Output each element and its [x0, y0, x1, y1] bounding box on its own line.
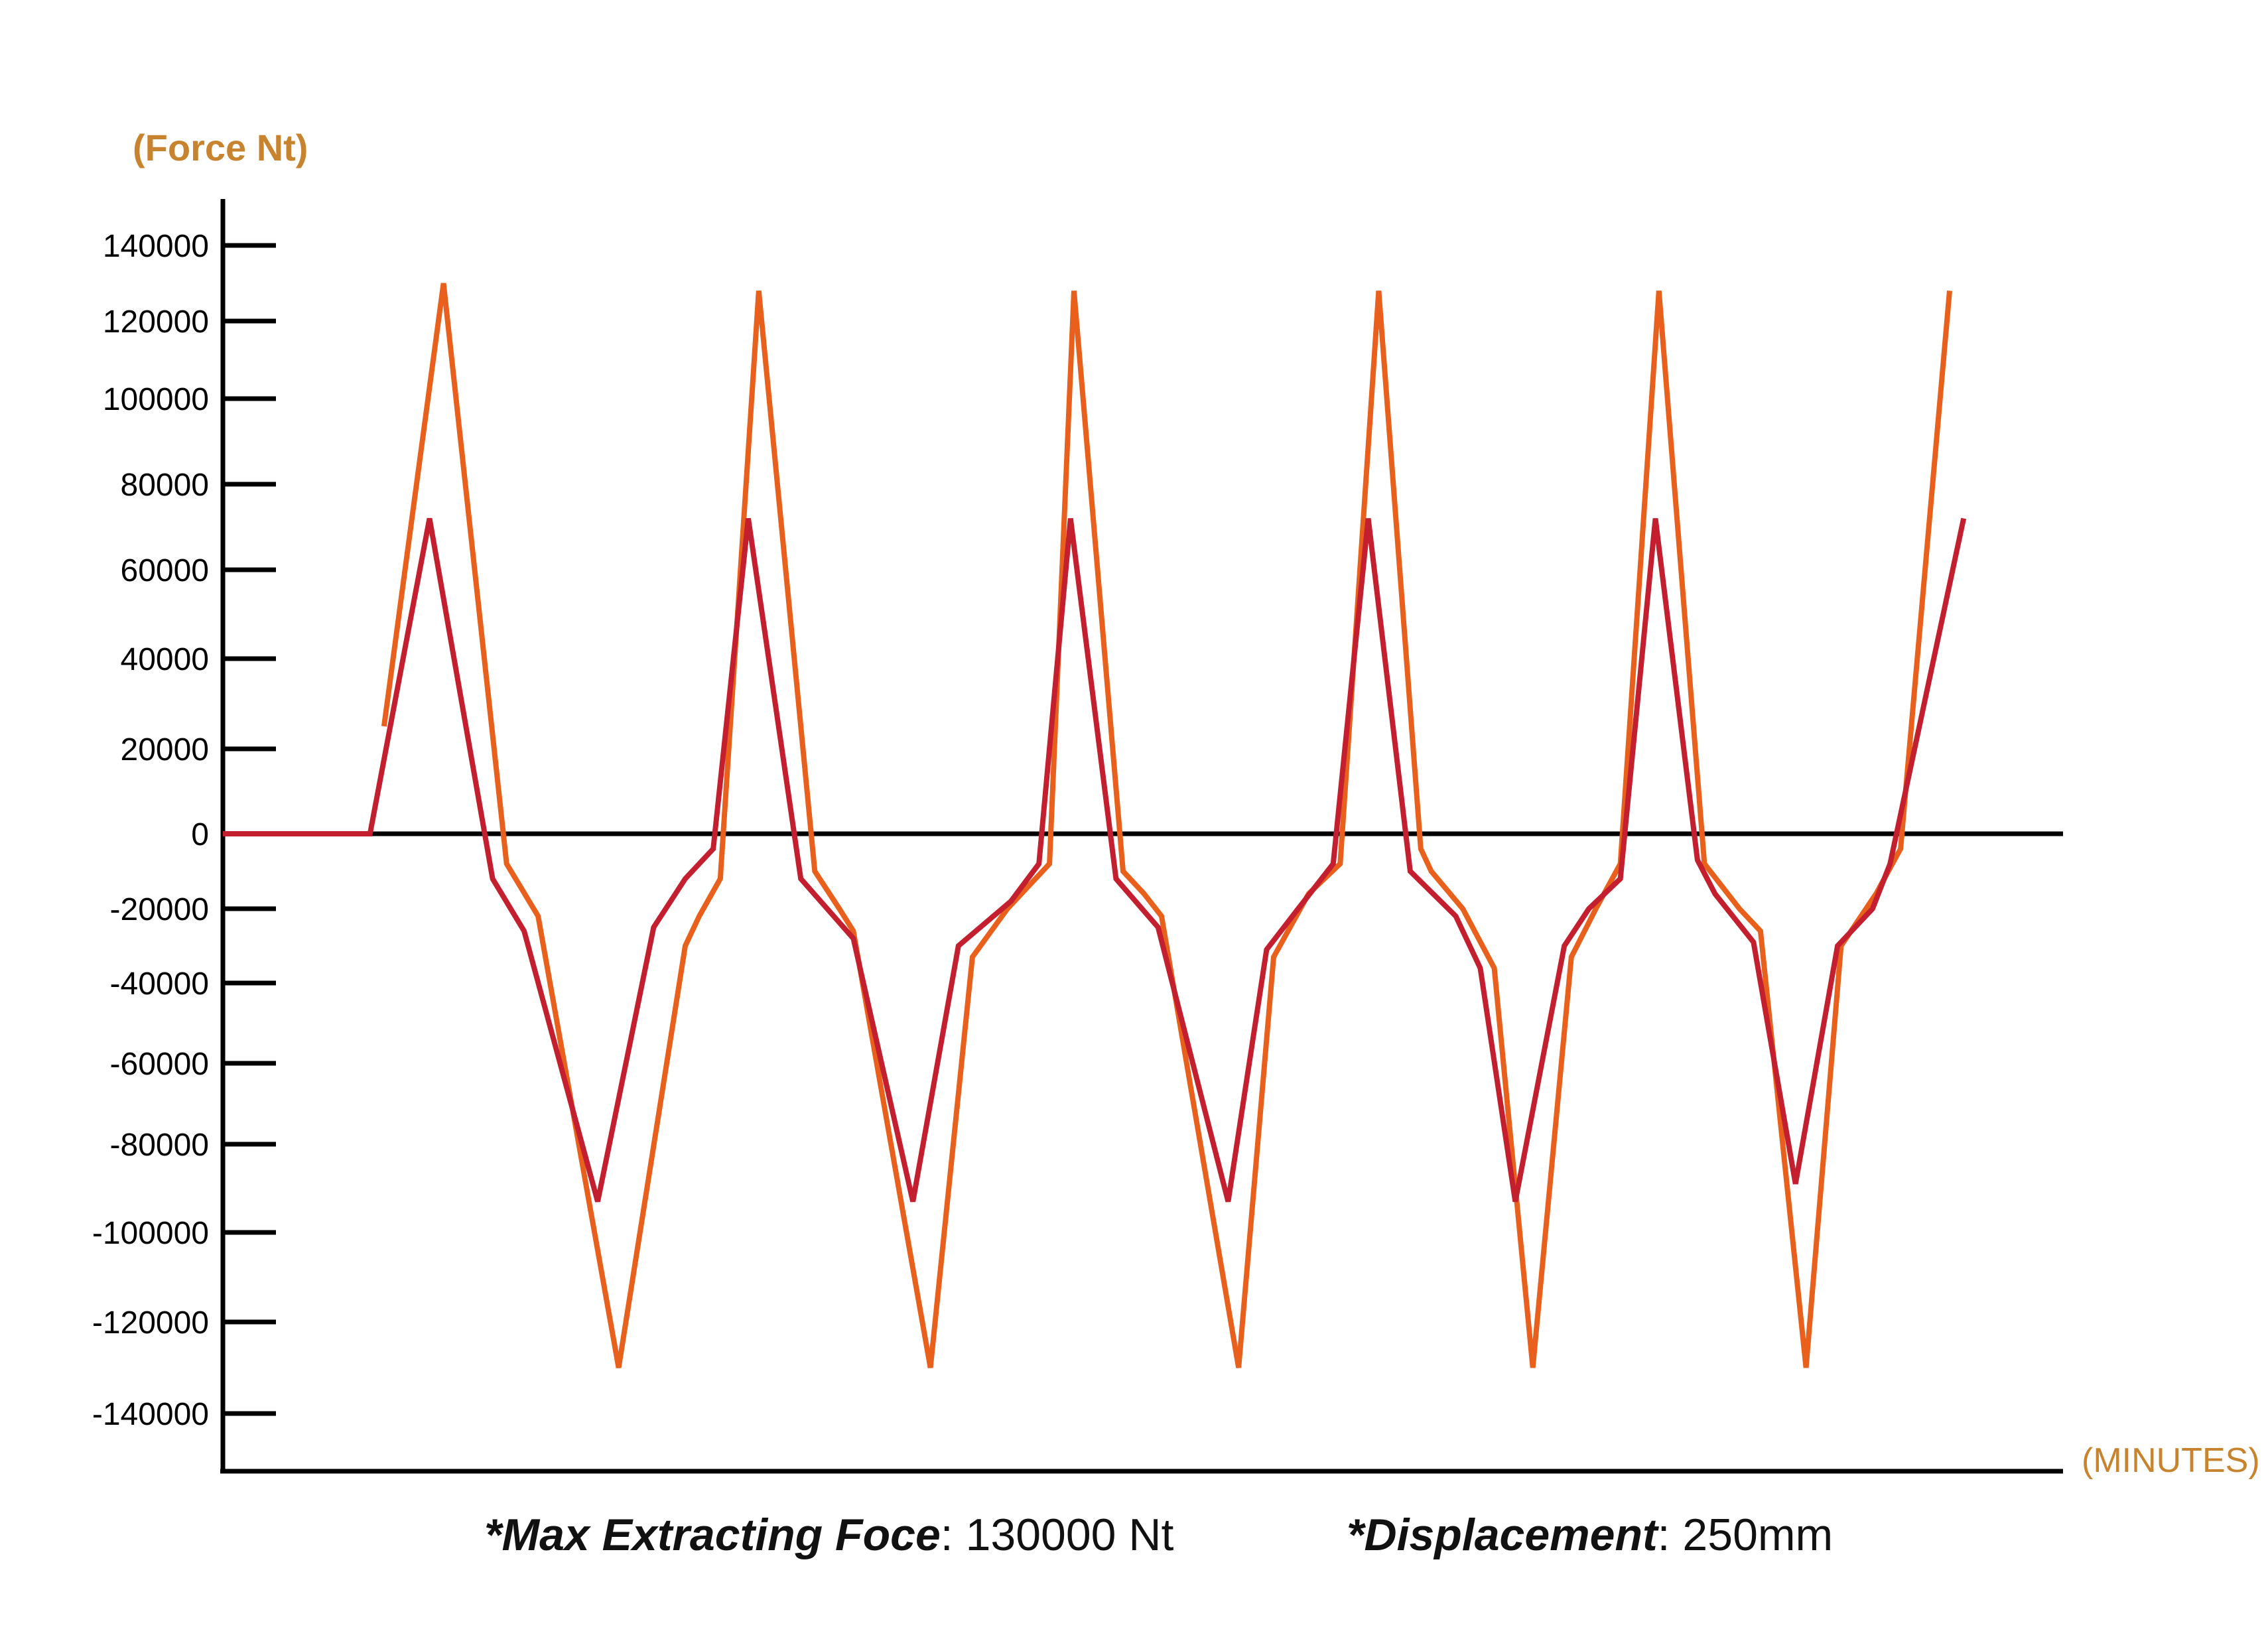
displacement-note: *Displacement: 250mm — [1347, 1509, 1833, 1561]
y-tick-label: 140000 — [103, 229, 209, 264]
series-line-1 — [381, 283, 1952, 1368]
series-line-2 — [223, 517, 1967, 1203]
y-tick-label: -40000 — [110, 966, 209, 1002]
y-tick-label: 120000 — [103, 304, 209, 340]
y-tick-label: 100000 — [103, 382, 209, 417]
y-tick-label: -120000 — [92, 1305, 209, 1341]
y-tick-label: -100000 — [92, 1216, 209, 1251]
max-force-note: *Max Extracting Foce: 130000 Nt — [484, 1509, 1173, 1561]
y-tick-label: 20000 — [121, 732, 209, 767]
y-axis-title: (Force Nt) — [133, 127, 308, 168]
y-tick-label: -80000 — [110, 1128, 209, 1163]
y-tick-label: 80000 — [121, 468, 209, 503]
y-tick-label: -140000 — [92, 1397, 209, 1432]
y-tick-label: -60000 — [110, 1047, 209, 1082]
x-axis-title: (MINUTES) — [2082, 1441, 2260, 1480]
max-force-key: *Max Extracting Foce — [484, 1510, 941, 1560]
max-force-value: : 130000 Nt — [940, 1510, 1174, 1560]
y-tick-label: 0 — [191, 817, 209, 852]
y-tick-label: 60000 — [121, 553, 209, 588]
displacement-key: *Displacement — [1347, 1510, 1658, 1560]
y-tick-label: -20000 — [110, 892, 209, 927]
displacement-value: : 250mm — [1657, 1510, 1834, 1560]
y-tick-label: 40000 — [121, 642, 209, 677]
